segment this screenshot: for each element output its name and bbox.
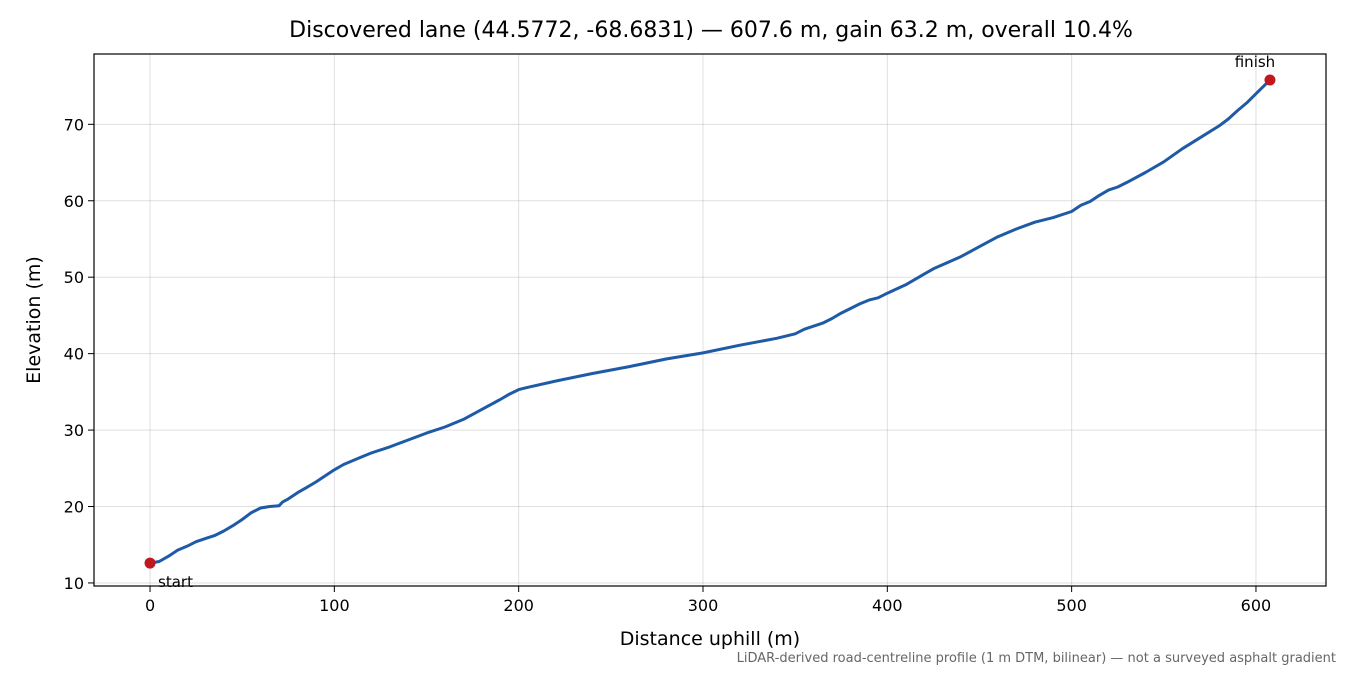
y-axis-label: Elevation (m)	[23, 256, 45, 384]
series-layer	[148, 78, 1272, 565]
x-axis-label: Distance uphill (m)	[619, 628, 801, 650]
finish-label: finish	[1235, 53, 1275, 71]
marker-layer: start finish	[144, 53, 1276, 591]
x-tick-label: 400	[872, 596, 903, 615]
plot-frame	[93, 53, 1327, 587]
elevation-profile-line	[148, 78, 1272, 565]
chart-title: Discovered lane (44.5772, -68.6831) — 60…	[289, 18, 1133, 43]
grid-lines	[94, 54, 1326, 586]
y-tick-label: 70	[64, 115, 84, 134]
x-tick-label: 500	[1056, 596, 1087, 615]
footnote: LiDAR-derived road-centreline profile (1…	[736, 651, 1336, 666]
finish-marker	[1264, 74, 1276, 86]
y-tick-label: 50	[64, 268, 84, 287]
y-tick-label: 10	[64, 574, 84, 593]
axis-ticks: 0 100 200 300 400 500 600 10 20 30 40 50 60 70	[64, 115, 1272, 615]
x-tick-label: 600	[1241, 596, 1272, 615]
x-tick-label: 300	[688, 596, 719, 615]
y-tick-label: 60	[64, 192, 84, 211]
start-marker	[144, 557, 156, 569]
y-tick-label: 20	[64, 498, 84, 517]
y-tick-label: 30	[64, 421, 84, 440]
x-tick-label: 0	[145, 596, 155, 615]
start-label: start	[158, 573, 193, 591]
x-tick-label: 100	[319, 596, 350, 615]
x-tick-label: 200	[503, 596, 534, 615]
y-tick-label: 40	[64, 345, 84, 364]
